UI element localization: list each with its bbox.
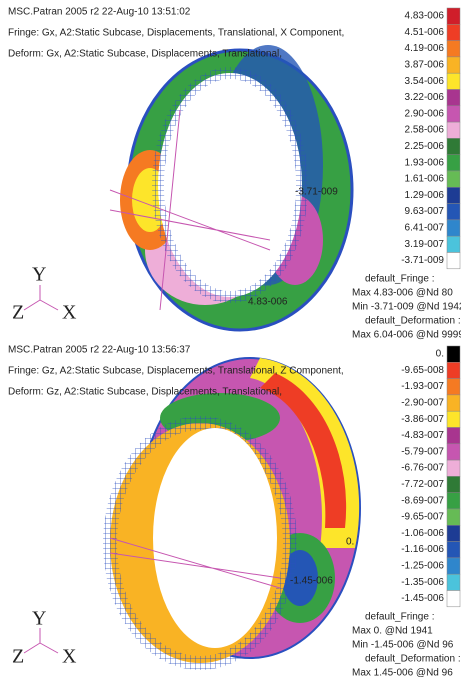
header-line: Fringe: Gz, A2:Static Subcase, Displacem…: [8, 366, 344, 377]
legend-swatch: [447, 106, 460, 122]
legend-label: -6.76-007: [401, 463, 444, 474]
legend-swatch: [447, 90, 460, 106]
legend-swatch: [447, 57, 460, 73]
legend-label: -7.72-007: [401, 479, 444, 490]
legend-label: 3.22-006: [405, 92, 445, 103]
panel: MSC.Patran 2005 r2 22-Aug-10 13:56:37 Fri…: [8, 345, 461, 677]
axis-label: Y: [32, 264, 46, 286]
result-info: Max 6.04-006 @Nd 9999: [352, 329, 461, 340]
legend-label: -1.35-006: [401, 577, 444, 588]
result-info: Max 1.45-006 @Nd 96: [352, 667, 453, 677]
legend-swatch: [447, 379, 460, 395]
legend-label: 6.41-007: [405, 223, 445, 234]
axis-label: X: [62, 646, 77, 668]
legend-swatch: [447, 395, 460, 411]
legend-swatch: [447, 41, 460, 57]
legend-label: 2.58-006: [405, 125, 445, 136]
legend-label: 3.19-007: [405, 239, 445, 250]
legend-label: -9.65-007: [401, 512, 444, 523]
legend-label: 1.29-006: [405, 190, 445, 201]
legend-label: 1.93-006: [405, 157, 445, 168]
legend-label: 2.25-006: [405, 141, 445, 152]
axis-label: Z: [12, 646, 24, 668]
legend-swatch: [447, 8, 460, 24]
result-info: default_Fringe :: [365, 273, 435, 284]
result-info: default_Deformation :: [365, 315, 461, 326]
legend-swatch: [447, 204, 460, 220]
annotation: -1.45-006: [290, 576, 333, 587]
legend-swatch: [447, 220, 460, 236]
axis-triad: [24, 285, 58, 310]
legend-label: 0.: [436, 349, 444, 360]
axis-label: Z: [12, 302, 24, 324]
legend-swatch: [447, 509, 460, 525]
legend-swatch: [447, 138, 460, 154]
legend-label: -4.83-007: [401, 430, 444, 441]
header-line: Deform: Gx, A2:Static Subcase, Displacem…: [8, 49, 282, 60]
legend-label: 9.63-007: [405, 206, 445, 217]
legend-swatch: [447, 493, 460, 509]
legend-swatch: [447, 362, 460, 378]
header-line: MSC.Patran 2005 r2 22-Aug-10 13:51:02: [8, 7, 191, 18]
legend-swatch: [447, 187, 460, 203]
result-info: default_Fringe :: [365, 611, 435, 622]
legend-swatch: [447, 73, 460, 89]
legend-label: 4.51-006: [405, 27, 445, 38]
legend-label: -2.90-007: [401, 398, 444, 409]
legend-swatch: [447, 236, 460, 252]
axis-label: Y: [32, 608, 46, 630]
legend-label: 3.54-006: [405, 76, 445, 87]
legend-label: 4.83-006: [405, 11, 445, 22]
legend-label: -1.93-007: [401, 381, 444, 392]
annotation: 0.: [346, 537, 354, 548]
legend-label: 2.90-006: [405, 108, 445, 119]
axis-label: X: [62, 302, 77, 324]
legend-swatch: [447, 444, 460, 460]
annotation: 4.83-006: [248, 297, 288, 308]
legend-swatch: [447, 253, 460, 269]
legend-label: -5.79-007: [401, 446, 444, 457]
legend-label: 1.61-006: [405, 174, 445, 185]
legend-label: -8.69-007: [401, 495, 444, 506]
legend-swatch: [447, 428, 460, 444]
legend-label: -3.86-007: [401, 414, 444, 425]
legend-swatch: [447, 574, 460, 590]
legend-swatch: [447, 542, 460, 558]
legend-swatch: [447, 122, 460, 138]
legend-label: -3.71-009: [401, 255, 444, 266]
legend-swatch: [447, 525, 460, 541]
model: [110, 358, 360, 663]
header-line: Deform: Gz, A2:Static Subcase, Displacem…: [8, 387, 282, 398]
legend-label: -1.25-006: [401, 561, 444, 572]
annotation: -3.71-009: [295, 187, 338, 198]
axis-triad: [24, 628, 58, 653]
result-info: Min -1.45-006 @Nd 96: [352, 639, 454, 650]
legend-swatch: [447, 591, 460, 607]
legend-swatch: [447, 411, 460, 427]
result-info: Min -3.71-009 @Nd 1942: [352, 301, 461, 312]
legend-label: -9.65-008: [401, 365, 444, 376]
legend-swatch: [447, 460, 460, 476]
result-info: Max 4.83-006 @Nd 80: [352, 287, 453, 298]
legend-label: 4.19-006: [405, 43, 445, 54]
legend-swatch: [447, 346, 460, 362]
header-line: Fringe: Gx, A2:Static Subcase, Displacem…: [8, 28, 344, 39]
legend-swatch: [447, 155, 460, 171]
screenshot: MSC.Patran 2005 r2 22-Aug-10 13:51:02 Fri…: [0, 0, 461, 677]
legend-label: 3.87-006: [405, 60, 445, 71]
legend-swatch: [447, 171, 460, 187]
legend-label: -1.06-006: [401, 528, 444, 539]
legend-swatch: [447, 476, 460, 492]
panel: MSC.Patran 2005 r2 22-Aug-10 13:51:02 Fri…: [8, 7, 461, 341]
result-info: Max 0. @Nd 1941: [352, 625, 433, 636]
header-line: MSC.Patran 2005 r2 22-Aug-10 13:56:37: [8, 345, 191, 356]
legend-label: -1.16-006: [401, 544, 444, 555]
legend-swatch: [447, 558, 460, 574]
result-info: default_Deformation :: [365, 653, 461, 664]
legend-swatch: [447, 24, 460, 40]
legend-label: -1.45-006: [401, 593, 444, 604]
